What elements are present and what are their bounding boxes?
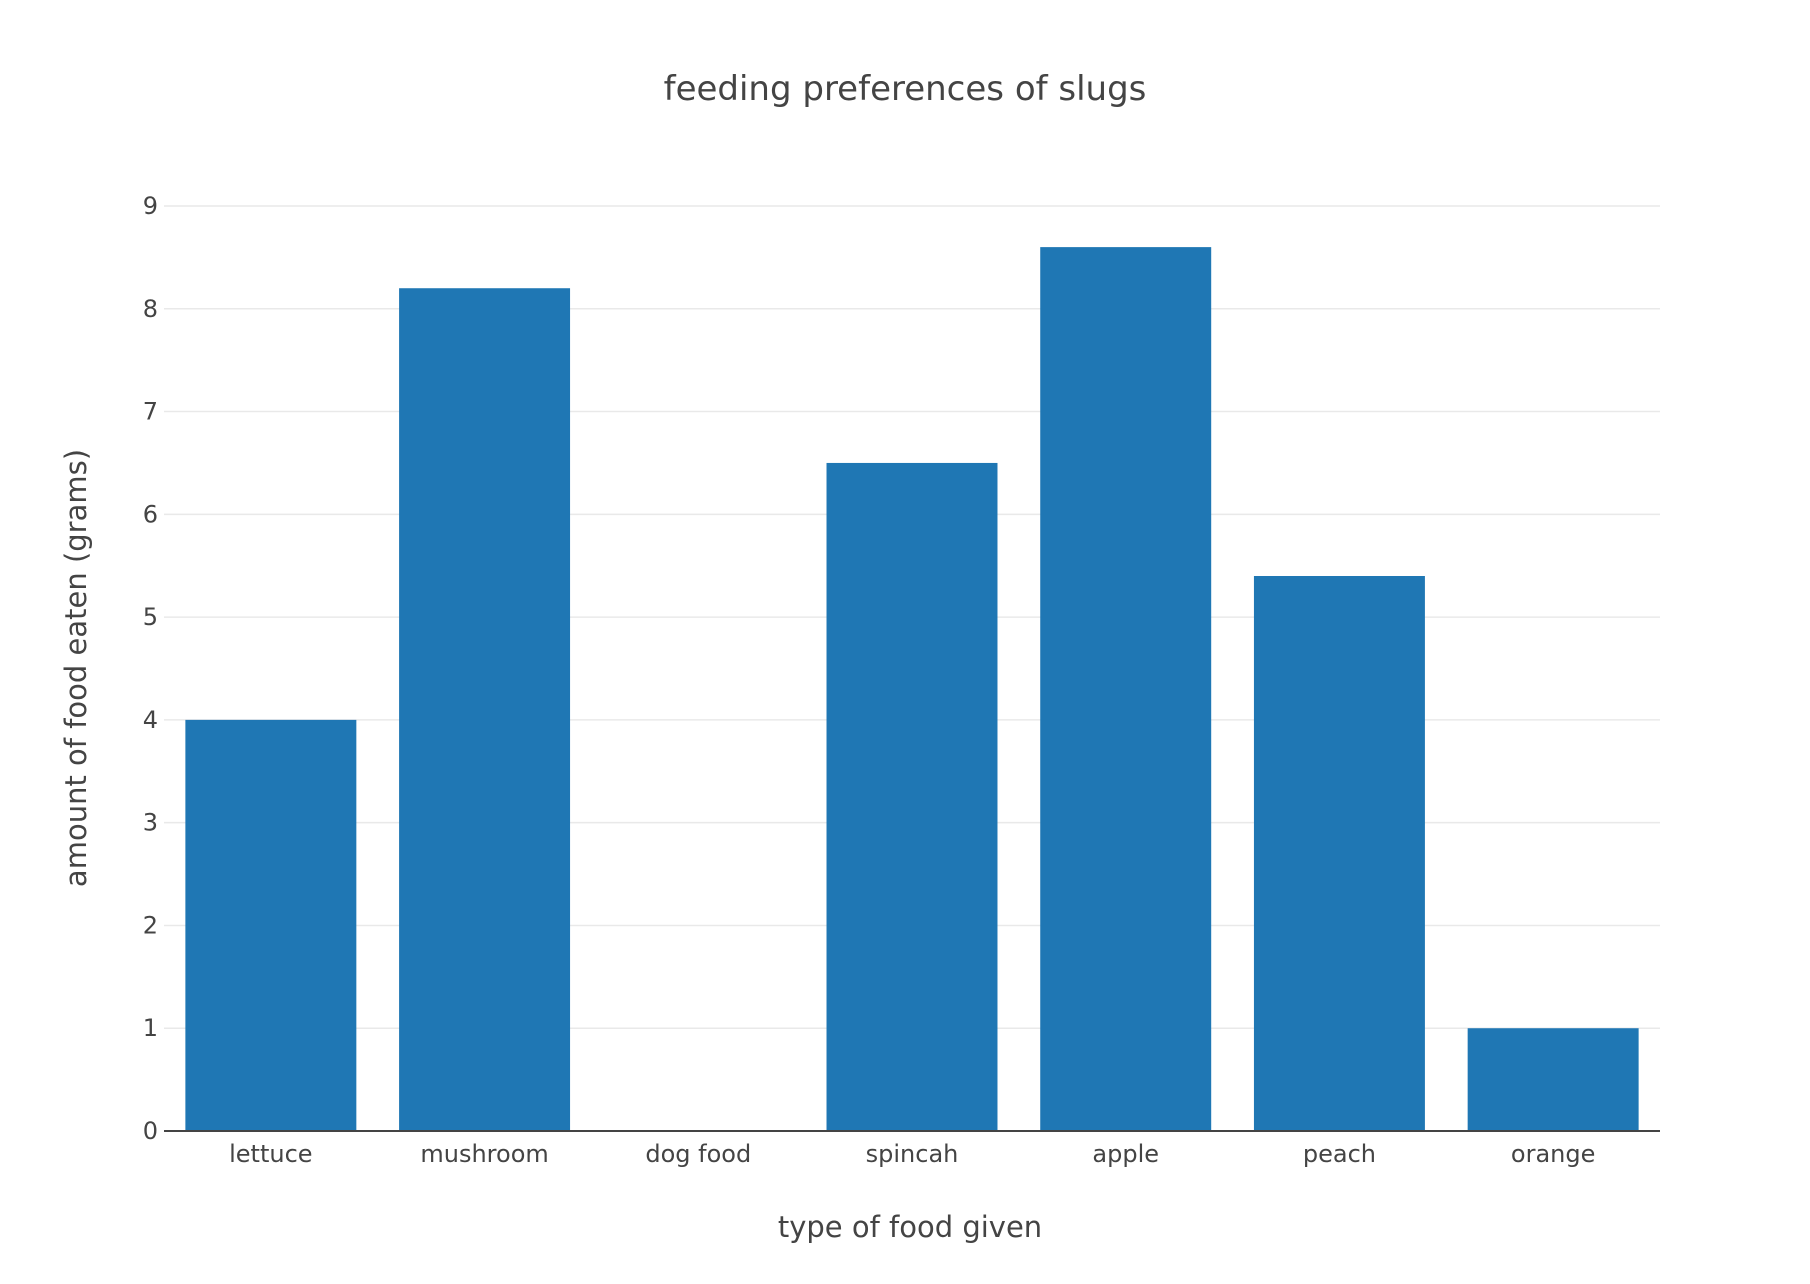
- y-tick-label: 0: [143, 1117, 158, 1145]
- x-axis-title: type of food given: [778, 1210, 1042, 1244]
- x-axis-ticks: lettuce mushroom dog food spincah apple peach…: [229, 1140, 1595, 1168]
- y-tick-label: 6: [143, 500, 158, 528]
- x-tick-label: lettuce: [229, 1140, 312, 1168]
- y-tick-label: 3: [143, 809, 158, 837]
- x-tick-label: spincah: [866, 1140, 959, 1168]
- y-tick-label: 2: [143, 911, 158, 939]
- bar-orange[interactable]: [1467, 1028, 1639, 1131]
- x-tick-label: peach: [1303, 1140, 1376, 1168]
- bar-peach[interactable]: [1253, 576, 1425, 1131]
- bar-lettuce[interactable]: [185, 719, 357, 1131]
- x-tick-label: orange: [1511, 1140, 1595, 1168]
- y-tick-label: 1: [143, 1014, 158, 1042]
- y-tick-label: 5: [143, 603, 158, 631]
- x-tick-label: apple: [1092, 1140, 1159, 1168]
- bar-spincah[interactable]: [826, 462, 998, 1131]
- y-axis-title: amount of food eaten (grams): [59, 449, 93, 887]
- chart-title: feeding preferences of slugs: [664, 69, 1147, 109]
- y-tick-label: 9: [143, 192, 158, 220]
- x-tick-label: dog food: [645, 1140, 751, 1168]
- bars: [185, 247, 1639, 1132]
- x-tick-label: mushroom: [420, 1140, 548, 1168]
- y-tick-label: 4: [143, 706, 158, 734]
- y-axis-ticks: 0 1 2 3 4 5 6 7 8 9: [143, 192, 158, 1145]
- bar-apple[interactable]: [1040, 247, 1212, 1132]
- bar-mushroom[interactable]: [399, 288, 571, 1131]
- y-tick-label: 7: [143, 398, 158, 426]
- y-tick-label: 8: [143, 295, 158, 323]
